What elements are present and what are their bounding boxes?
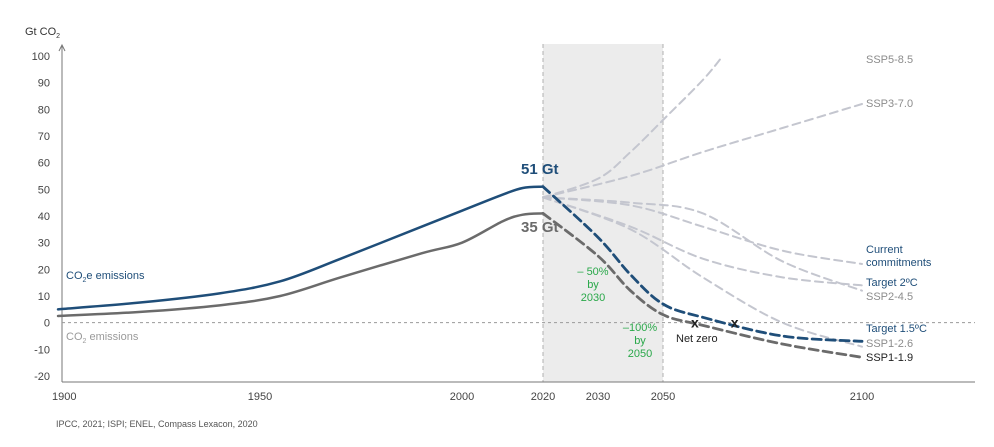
net-zero-marker-1: x (691, 315, 699, 331)
series-label-co2e-emissions: CO2e emissions (66, 270, 145, 284)
annotation-cut-2050-0: –100% (623, 322, 657, 334)
y-tick-label: 40 (38, 211, 50, 223)
series-line-ssp3-7-0 (542, 103, 863, 199)
y-axis-unit-label: Gt CO2 (25, 26, 61, 40)
legend-label-ssp3-7-0: SSP3-7.0 (866, 98, 913, 110)
annotation-cut-2050-1: by (634, 335, 646, 347)
legend-label-ssp1-2-6: SSP1-2.6 (866, 338, 913, 350)
y-tick-label: 90 (38, 78, 50, 90)
y-tick-label: 60 (38, 158, 50, 170)
annotation-cut-2050-2: 2050 (628, 348, 652, 360)
series-line-ssp1-2-6 (542, 196, 863, 348)
y-tick-label: 50 (38, 184, 50, 196)
y-axis-unit-main: Gt CO (25, 26, 57, 38)
x-tick-label: 2000 (450, 391, 474, 403)
legend-label-target-2-c: Target 2ºC (866, 277, 918, 289)
legend-label-ssp1-1-9: SSP1-1.9 (866, 352, 913, 364)
x-tick-label: 2100 (850, 391, 874, 403)
net-zero-marker-2: x (731, 315, 739, 331)
legend-label-ssp5-8-5: SSP5-8.5 (866, 54, 913, 66)
y-tick-label: 20 (38, 264, 50, 276)
y-tick-label: -10 (34, 344, 50, 356)
x-tick-label: 1900 (52, 391, 76, 403)
annotation-cut-2030-0: – 50% (577, 266, 608, 278)
series-line-target-1-5-c (541, 185, 864, 343)
series-line-co2e-emissions (56, 185, 545, 311)
y-tick-label: 30 (38, 238, 50, 250)
y-tick-label: -20 (34, 371, 50, 383)
shaded-region-2020-2050 (543, 44, 663, 382)
legend-label-current-commitments: Current commitments (866, 244, 932, 269)
y-tick-label: 0 (44, 318, 50, 330)
y-axis-arrow (58, 43, 66, 52)
y-tick-label: 10 (38, 291, 50, 303)
series-label-co2-emissions: CO2 emissions (66, 331, 139, 345)
source-note: IPCC, 2021; ISPI; ENEL, Compass Lexacon,… (56, 419, 258, 429)
x-tick-label: 2050 (651, 391, 675, 403)
series-line-ssp2-4-5 (542, 196, 863, 292)
x-tick-label: 1950 (248, 391, 272, 403)
annotation-cut-2030-2: 2030 (581, 292, 605, 304)
series-line-current-commitments (542, 196, 863, 265)
y-axis-unit-subscript: 2 (56, 33, 61, 40)
series-line-ssp1-1-9 (541, 211, 864, 359)
y-tick-label: 70 (38, 131, 50, 143)
x-tick-label: 2020 (531, 391, 555, 403)
x-tick-label: 2030 (586, 391, 610, 403)
annotation-net-zero: Net zero (676, 333, 718, 345)
series-line-ssp5-8-5 (542, 55, 724, 199)
legend-label-target-1-5-c: Target 1.5ºC (866, 323, 927, 335)
annotation-cut-2030-1: by (587, 279, 599, 291)
y-tick-label: 100 (32, 51, 50, 63)
legend-label-ssp2-4-5: SSP2-4.5 (866, 291, 913, 303)
y-tick-label: 80 (38, 104, 50, 116)
annotation-co2-value: 35 Gt (521, 219, 559, 236)
annotation-co2e-value: 51 Gt (521, 161, 559, 178)
series-line-co2-emissions (56, 212, 545, 318)
